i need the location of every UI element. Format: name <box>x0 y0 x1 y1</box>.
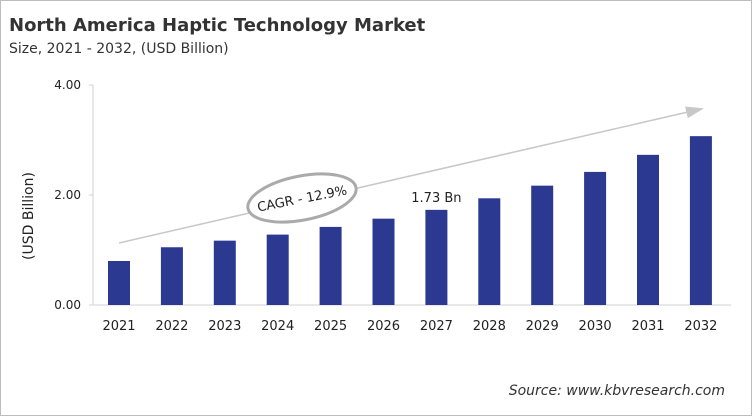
cagr-ellipse <box>246 172 358 224</box>
x-tick-label: 2032 <box>684 319 717 334</box>
x-tick-label: 2030 <box>579 319 612 334</box>
x-tick-label: 2022 <box>155 319 188 334</box>
x-tick-label: 2031 <box>631 319 664 334</box>
bar-2028 <box>478 198 501 305</box>
bar-2026 <box>372 218 395 305</box>
x-tick-label: 2028 <box>473 319 506 334</box>
y-tick-label: 2.00 <box>54 188 81 202</box>
y-tick-label: 4.00 <box>54 78 81 92</box>
source-note: Source: www.kbvresearch.com <box>508 383 725 399</box>
bar-2025 <box>319 226 342 305</box>
x-tick-label: 2025 <box>314 319 347 334</box>
y-axis-label: (USD Billion) <box>21 172 37 260</box>
chart-subtitle: Size, 2021 - 2032, (USD Billion) <box>9 41 229 57</box>
trend-arrow <box>118 106 704 244</box>
x-tick-label: 2026 <box>367 319 400 334</box>
bar-2031 <box>637 154 659 305</box>
y-tick-label: 0.00 <box>54 298 81 312</box>
x-tick-label: 2029 <box>526 319 559 334</box>
bar-2027 <box>425 209 448 305</box>
cagr-callout: CAGR - 12.9% <box>246 172 358 224</box>
x-tick-label: 2023 <box>208 319 241 334</box>
bar-2030 <box>584 171 607 305</box>
x-tick-label: 2024 <box>261 319 294 334</box>
x-tick-label: 2021 <box>102 319 135 334</box>
bar-2022 <box>160 247 183 305</box>
bar-2029 <box>531 185 554 305</box>
bar-2032 <box>689 136 712 305</box>
bar-2024 <box>266 234 289 305</box>
bar-2021 <box>108 261 130 305</box>
chart-title: North America Haptic Technology Market <box>9 15 426 36</box>
bar-2023 <box>213 240 236 305</box>
data-label: 1.73 Bn <box>411 191 461 206</box>
x-tick-label: 2027 <box>420 319 453 334</box>
